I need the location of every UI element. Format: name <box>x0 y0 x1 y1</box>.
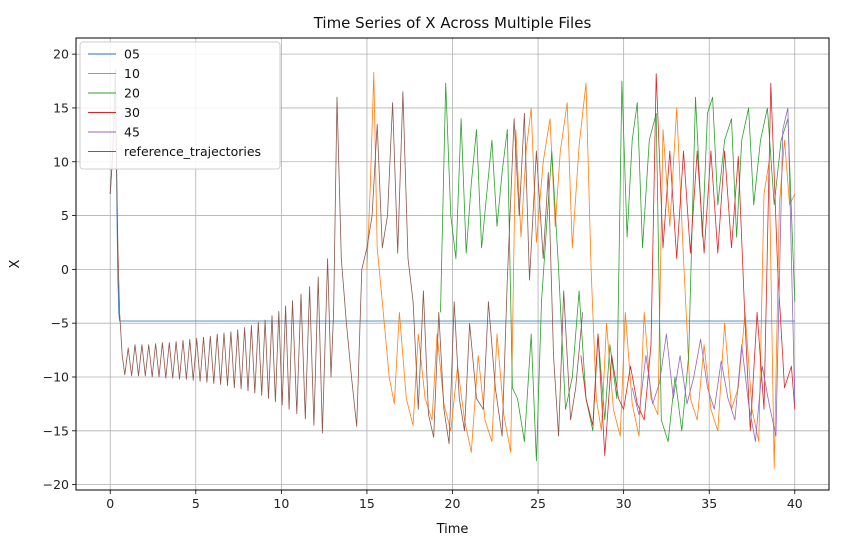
legend-label: reference_trajectories <box>124 144 261 159</box>
x-tick-label: 25 <box>530 496 546 511</box>
series-line-reference-trajectories <box>109 69 583 445</box>
y-tick-label: −20 <box>43 477 69 492</box>
x-tick-label: 5 <box>192 496 200 511</box>
x-tick-label: 35 <box>701 496 717 511</box>
x-tick-label: 0 <box>106 496 114 511</box>
series-line-45 <box>631 107 796 442</box>
x-tick-label: 20 <box>445 496 461 511</box>
grid-lines <box>76 38 829 490</box>
y-tick-label: 20 <box>53 47 69 62</box>
y-tick-label: 5 <box>61 208 69 223</box>
legend-box <box>79 41 281 170</box>
y-tick-label: 0 <box>61 262 69 277</box>
x-tick-label: 10 <box>273 496 289 511</box>
legend: 05 10 20 30 45 reference_trajectories <box>79 41 281 170</box>
y-tick-label: −10 <box>43 370 69 385</box>
series-line-10 <box>366 72 796 469</box>
y-axis: −20 −15 −10 −5 0 5 10 15 20 <box>43 47 76 492</box>
y-tick-label: −15 <box>43 423 69 438</box>
legend-label: 20 <box>124 86 140 101</box>
legend-label: 10 <box>124 66 140 81</box>
legend-label: 05 <box>124 47 140 62</box>
series-line-20 <box>440 80 796 462</box>
x-tick-label: 30 <box>616 496 632 511</box>
chart-title: Time Series of X Across Multiple Files <box>313 14 592 32</box>
x-axis-label: Time <box>436 522 469 537</box>
series-line-30 <box>580 73 796 456</box>
legend-label: 30 <box>124 105 140 120</box>
y-tick-label: 10 <box>53 154 69 169</box>
x-tick-label: 15 <box>359 496 375 511</box>
legend-label: 45 <box>124 125 140 140</box>
x-tick-label: 40 <box>787 496 803 511</box>
y-tick-label: 15 <box>53 100 69 115</box>
y-axis-label: X <box>8 259 23 268</box>
y-tick-label: −5 <box>51 316 69 331</box>
x-axis: 0 5 10 15 20 25 30 35 40 <box>106 490 803 511</box>
